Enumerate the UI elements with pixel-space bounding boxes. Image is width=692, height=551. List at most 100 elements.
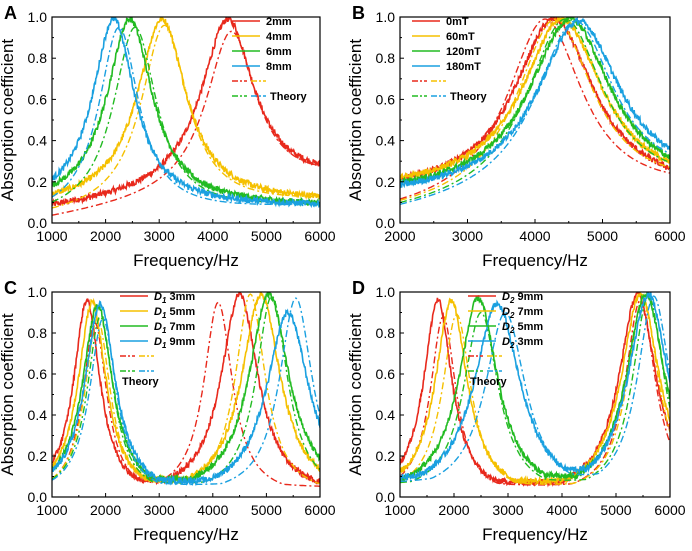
series-2mm-measured-line xyxy=(52,17,320,207)
series-3mm-theory-line xyxy=(400,295,670,483)
x-tick-label: 1000 xyxy=(36,502,67,518)
x-axis-label: Frequency/Hz xyxy=(133,251,239,270)
x-tick-label: 6000 xyxy=(654,502,685,518)
y-tick-label: 0.6 xyxy=(376,91,396,107)
x-axis-label: Frequency/Hz xyxy=(482,525,588,544)
y-tick-label: 0.0 xyxy=(28,489,48,505)
y-tick-label: 0.6 xyxy=(28,91,48,107)
panel-C: 1000 2000 3000 4000 5000 6000 0.0 0.2 0.4 0.6 0.8 1… xyxy=(0,278,336,544)
legend-entry-label: D2 9mm xyxy=(502,291,543,305)
legend-entry-label: 4mm xyxy=(266,31,292,43)
x-tick-label: 4000 xyxy=(197,502,228,518)
legend: 2mm 4mm 6mm 8mm Theory xyxy=(232,16,308,103)
series-3mm-measured-line xyxy=(52,292,320,486)
x-tick-label: 6000 xyxy=(304,228,335,244)
y-tick-label: 0.8 xyxy=(28,325,48,341)
series-0mT-theory-line xyxy=(400,18,670,200)
y-tick-label: 0.4 xyxy=(28,133,48,149)
y-tick-label: 0.2 xyxy=(376,448,396,464)
legend-theory-label: Theory xyxy=(270,91,308,103)
x-tick-label: 3000 xyxy=(492,502,523,518)
series-180mT-theory-line xyxy=(400,20,670,205)
series-180mT-measured-line xyxy=(400,17,670,189)
y-axis-label: Absorption coefficient xyxy=(0,39,17,202)
y-tick-label: 0.0 xyxy=(376,489,396,505)
y-tick-label: 0.0 xyxy=(28,215,48,231)
x-tick-label: 5000 xyxy=(251,228,282,244)
y-tick-label: 0.4 xyxy=(28,407,48,423)
legend-entry-label: 2mm xyxy=(266,16,292,28)
legend-theory-label: Theory xyxy=(470,376,508,388)
panel-letter: D xyxy=(352,278,365,298)
series-3mm-measured-line xyxy=(400,292,670,482)
series-8mm-measured-line xyxy=(52,17,320,209)
y-axis-label: Absorption coefficient xyxy=(346,39,365,202)
series-120mT-measured-line xyxy=(400,17,670,188)
series-7mm-theory-line xyxy=(400,297,670,485)
x-axis-label: Frequency/Hz xyxy=(133,525,239,544)
series-group xyxy=(400,292,670,488)
legend-entry-label: 8mm xyxy=(266,61,292,73)
series-120mT-theory-line xyxy=(400,18,670,204)
panel-letter: A xyxy=(4,3,17,23)
series-3mm-theory-line xyxy=(52,301,320,487)
legend-theory-label: Theory xyxy=(122,376,160,388)
y-axis-label: Absorption coefficient xyxy=(346,313,365,476)
y-tick-label: 0.0 xyxy=(376,215,396,231)
y-tick-label: 0.4 xyxy=(376,407,396,423)
panel-letter: C xyxy=(4,278,17,298)
x-tick-label: 1000 xyxy=(384,502,415,518)
legend-entry-label: D1 7mm xyxy=(154,321,195,335)
legend: 0mT 60mT 120mT 180mT Theory xyxy=(412,16,488,103)
legend-theory-label: Theory xyxy=(450,91,488,103)
y-tick-label: 1.0 xyxy=(28,9,48,25)
legend-entry-label: 120mT xyxy=(446,46,481,58)
x-tick-label: 5000 xyxy=(251,502,282,518)
panel-B: 2000 3000 4000 5000 6000 0.0 0.2 0.4 0.6 0.8 1.0 Fr… xyxy=(346,3,686,270)
series-5mm-measured-line xyxy=(400,292,670,483)
x-tick-label: 3000 xyxy=(452,228,483,244)
y-tick-label: 0.4 xyxy=(376,133,396,149)
panel-D: 1000 2000 3000 4000 5000 6000 0.0 0.2 0.4 0.6 0.8 1… xyxy=(346,278,686,544)
x-tick-label: 3000 xyxy=(144,502,175,518)
series-4mm-theory-line xyxy=(52,24,320,209)
legend-entry-label: D2 7mm xyxy=(502,306,543,320)
x-tick-label: 5000 xyxy=(587,228,618,244)
series-6mm-measured-line xyxy=(52,17,320,208)
x-tick-label: 1000 xyxy=(36,228,67,244)
series-group xyxy=(52,17,320,216)
y-tick-label: 0.8 xyxy=(376,325,396,341)
legend-entry-label: D2 3mm xyxy=(502,336,543,350)
y-axis-label: Absorption coefficient xyxy=(0,313,17,476)
series-8mm-theory-line xyxy=(52,26,320,206)
series-group xyxy=(400,17,670,205)
series-7mm-measured-line xyxy=(400,292,670,487)
x-tick-label: 2000 xyxy=(438,502,469,518)
series-9mm-measured-line xyxy=(400,292,670,488)
y-tick-label: 0.6 xyxy=(28,366,48,382)
x-tick-label: 2000 xyxy=(90,502,121,518)
x-tick-label: 4000 xyxy=(519,228,550,244)
series-5mm-theory-line xyxy=(52,293,320,485)
panel-A: 1000 2000 3000 4000 5000 6000 0.0 0.2 0.4 0.6 0.8 1… xyxy=(0,3,336,270)
series-60mT-measured-line xyxy=(400,17,670,180)
x-tick-label: 6000 xyxy=(654,228,685,244)
panel-letter: B xyxy=(352,3,365,23)
series-group xyxy=(52,292,320,487)
x-tick-label: 6000 xyxy=(304,502,335,518)
x-tick-label: 2000 xyxy=(384,228,415,244)
legend-entry-label: D2 5mm xyxy=(502,321,543,335)
legend-entry-label: D1 3mm xyxy=(154,291,195,305)
x-tick-label: 5000 xyxy=(600,502,631,518)
series-0mT-measured-line xyxy=(400,17,670,183)
x-tick-label: 4000 xyxy=(546,502,577,518)
series-9mm-measured-line xyxy=(52,300,320,487)
legend-entry-label: D1 5mm xyxy=(154,306,195,320)
x-tick-label: 4000 xyxy=(197,228,228,244)
x-tick-label: 2000 xyxy=(90,228,121,244)
series-60mT-theory-line xyxy=(400,18,670,201)
x-tick-label: 3000 xyxy=(144,228,175,244)
